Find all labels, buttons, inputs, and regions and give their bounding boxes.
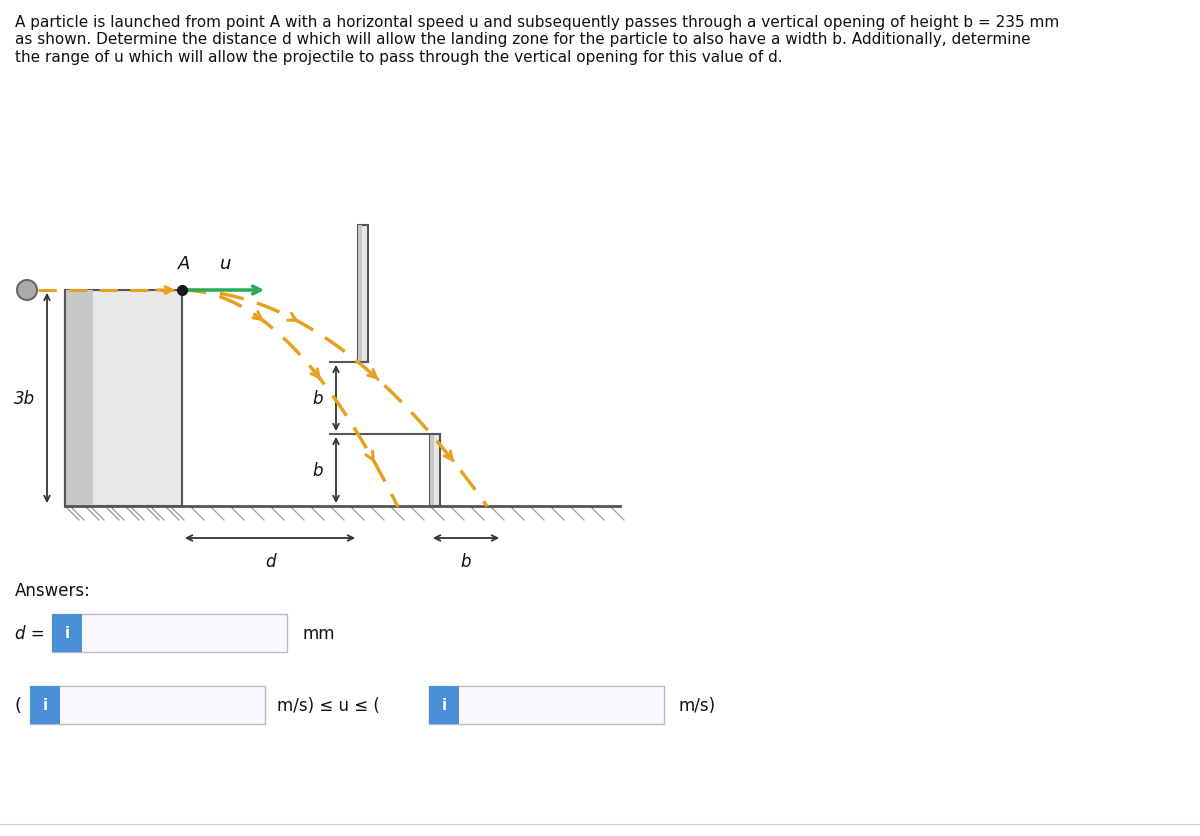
Bar xyxy=(65,291,94,507)
Bar xyxy=(430,686,458,724)
Text: d =: d = xyxy=(14,624,44,642)
Bar xyxy=(52,614,287,652)
Text: u: u xyxy=(221,255,232,273)
Bar xyxy=(358,226,368,363)
Text: b: b xyxy=(461,553,472,570)
Bar xyxy=(430,435,440,507)
Text: A: A xyxy=(178,255,190,273)
Text: b: b xyxy=(313,390,323,407)
Bar xyxy=(30,686,265,724)
Text: i: i xyxy=(65,626,70,640)
Text: d: d xyxy=(265,553,275,570)
Bar xyxy=(430,686,664,724)
Text: m/s): m/s) xyxy=(678,696,715,714)
Text: (: ( xyxy=(14,696,22,714)
Text: Answers:: Answers: xyxy=(14,581,91,599)
Text: i: i xyxy=(42,698,48,712)
Bar xyxy=(65,291,182,507)
Text: mm: mm xyxy=(302,624,336,642)
Text: A particle is launched from point A with a horizontal speed u and subsequently p: A particle is launched from point A with… xyxy=(14,15,1060,64)
Bar xyxy=(358,226,362,363)
Circle shape xyxy=(17,281,37,301)
Text: 3b: 3b xyxy=(14,390,36,407)
Text: b: b xyxy=(313,461,323,479)
Bar xyxy=(30,686,60,724)
Text: i: i xyxy=(442,698,446,712)
Bar xyxy=(430,435,434,507)
Text: m/s) ≤ u ≤ (: m/s) ≤ u ≤ ( xyxy=(277,696,379,714)
Bar xyxy=(52,614,82,652)
